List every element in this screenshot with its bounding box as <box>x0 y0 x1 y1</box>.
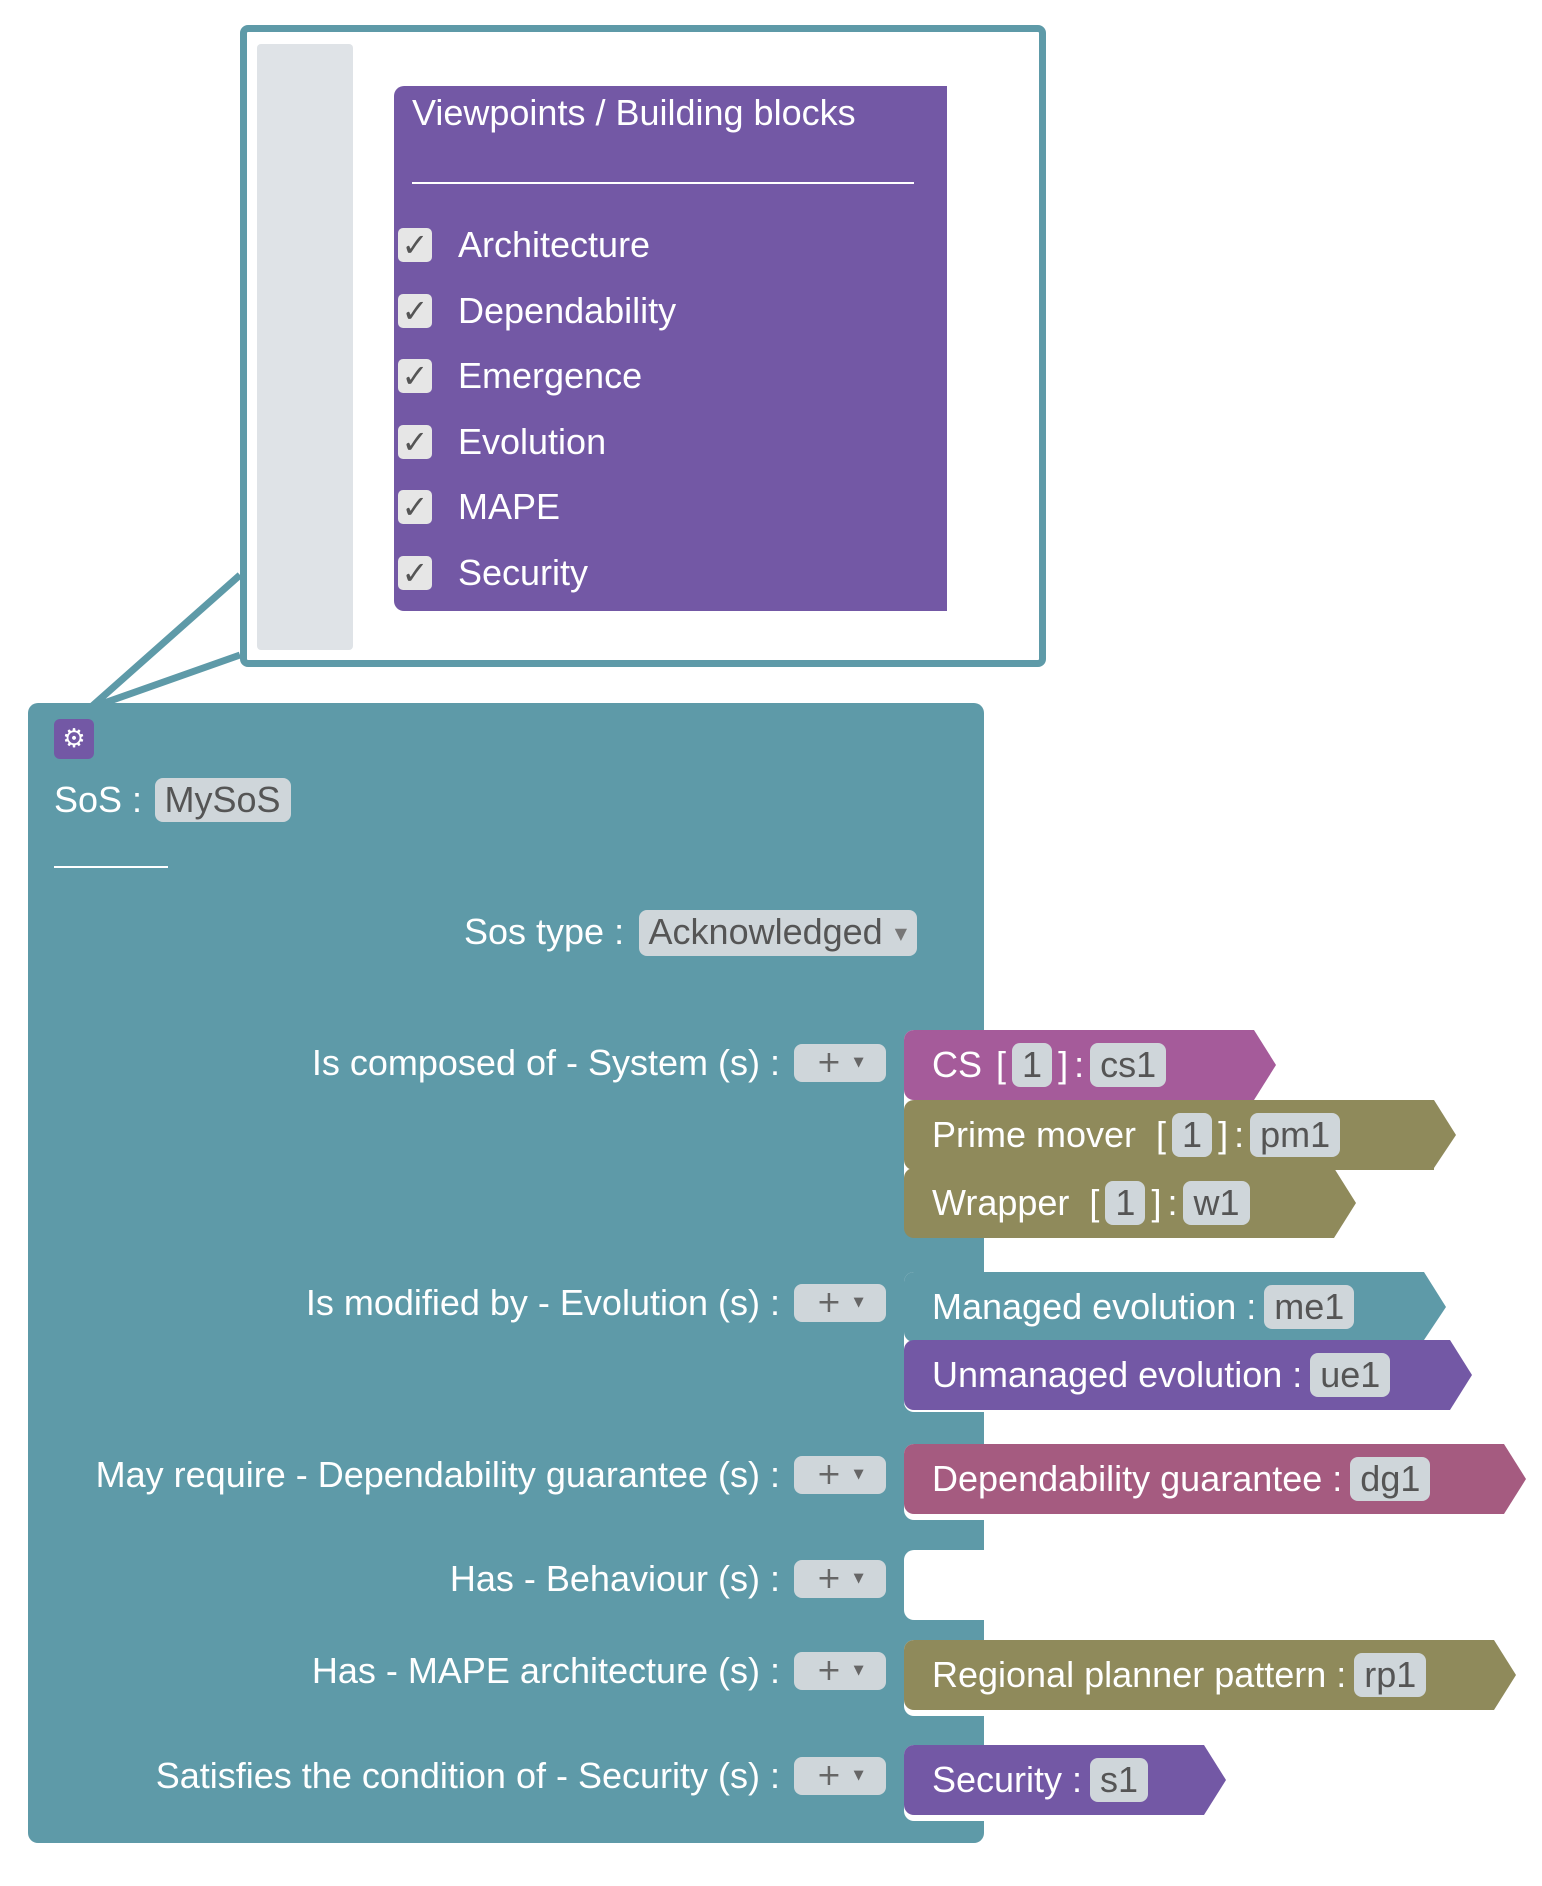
wrapper-count-field[interactable]: 1 <box>1105 1181 1146 1225</box>
checkbox-checked-icon[interactable]: ✓ <box>398 294 432 328</box>
option-security[interactable]: ✓ Security <box>398 548 588 598</box>
option-label: Evolution <box>458 421 607 462</box>
pm-id-field[interactable]: pm1 <box>1250 1113 1341 1157</box>
security-block[interactable]: Security : s1 <box>904 1745 1204 1815</box>
popup-flyout <box>257 44 353 650</box>
checkbox-checked-icon[interactable]: ✓ <box>398 556 432 590</box>
sos-type-row: Sos type : Acknowledged ▼ <box>464 910 918 957</box>
regional-planner-block[interactable]: Regional planner pattern : rp1 <box>904 1640 1494 1710</box>
dropdown-arrow-icon: ▼ <box>894 924 908 944</box>
option-label: MAPE <box>458 486 561 527</box>
add-system-button[interactable]: + ▼ <box>794 1044 886 1082</box>
checkbox-checked-icon[interactable]: ✓ <box>398 228 432 262</box>
checkbox-checked-icon[interactable]: ✓ <box>398 490 432 524</box>
option-label: Dependability <box>458 290 677 331</box>
checkbox-checked-icon[interactable]: ✓ <box>398 359 432 393</box>
viewpoints-options-block[interactable] <box>394 86 947 611</box>
composed-of-label: Is composed of - System (s) : <box>311 1042 780 1083</box>
add-evolution-button[interactable]: + ▼ <box>794 1284 886 1322</box>
pm-count-field[interactable]: 1 <box>1172 1113 1213 1157</box>
modified-by-label: Is modified by - Evolution (s) : <box>305 1282 780 1323</box>
cs-id-field[interactable]: cs1 <box>1090 1043 1167 1087</box>
behaviour-slot[interactable] <box>904 1550 984 1620</box>
add-dependability-button[interactable]: + ▼ <box>794 1456 886 1494</box>
sos-name-field[interactable]: MySoS <box>154 778 291 822</box>
cs-block[interactable]: CS [ 1 ]: cs1 <box>904 1030 1254 1100</box>
security-id-field[interactable]: s1 <box>1090 1758 1149 1802</box>
option-emergence[interactable]: ✓ Emergence <box>398 351 642 401</box>
wrapper-id-field[interactable]: w1 <box>1183 1181 1250 1225</box>
option-mape[interactable]: ✓ MAPE <box>398 482 560 532</box>
option-dependability[interactable]: ✓ Dependability <box>398 286 676 336</box>
option-architecture[interactable]: ✓ Architecture <box>398 220 650 270</box>
option-label: Security <box>458 552 589 593</box>
sos-label: SoS : <box>54 779 143 820</box>
has-mape-label: Has - MAPE architecture (s) : <box>311 1650 780 1691</box>
regional-id-field[interactable]: rp1 <box>1354 1653 1427 1697</box>
sos-type-label: Sos type : <box>464 911 625 952</box>
unmanaged-evolution-block[interactable]: Unmanaged evolution : ue1 <box>904 1340 1450 1410</box>
managed-id-field[interactable]: me1 <box>1264 1285 1355 1329</box>
mutator-popup <box>240 25 1046 667</box>
dependability-id-field[interactable]: dg1 <box>1350 1457 1431 1501</box>
has-behaviour-label: Has - Behaviour (s) : <box>449 1558 780 1599</box>
managed-evolution-block[interactable]: Managed evolution : me1 <box>904 1272 1424 1342</box>
sos-type-value: Acknowledged <box>648 911 883 952</box>
viewpoints-title: Viewpoints / Building blocks <box>412 92 856 133</box>
checkbox-checked-icon[interactable]: ✓ <box>398 425 432 459</box>
wrapper-block[interactable]: Wrapper [ 1 ]: w1 <box>904 1168 1334 1238</box>
may-require-label: May require - Dependability guarantee (s… <box>95 1454 780 1495</box>
title-divider <box>412 182 914 184</box>
option-label: Architecture <box>458 224 651 265</box>
cs-count-field[interactable]: 1 <box>1012 1043 1053 1087</box>
prime-mover-block[interactable]: Prime mover [ 1 ]: pm1 <box>904 1100 1434 1170</box>
unmanaged-id-field[interactable]: ue1 <box>1310 1353 1391 1397</box>
add-behaviour-button[interactable]: + ▼ <box>794 1560 886 1598</box>
header-divider <box>54 866 168 868</box>
sos-type-dropdown[interactable]: Acknowledged ▼ <box>638 910 918 957</box>
add-mape-button[interactable]: + ▼ <box>794 1652 886 1690</box>
add-security-button[interactable]: + ▼ <box>794 1757 886 1795</box>
option-evolution[interactable]: ✓ Evolution <box>398 417 606 467</box>
sos-header: SoS : MySoS <box>54 778 291 822</box>
mutator-gear-icon[interactable]: ⚙ <box>54 719 94 759</box>
option-label: Emergence <box>458 355 643 396</box>
dependability-guarantee-block[interactable]: Dependability guarantee : dg1 <box>904 1444 1504 1514</box>
satisfies-security-label: Satisfies the condition of - Security (s… <box>155 1755 780 1796</box>
